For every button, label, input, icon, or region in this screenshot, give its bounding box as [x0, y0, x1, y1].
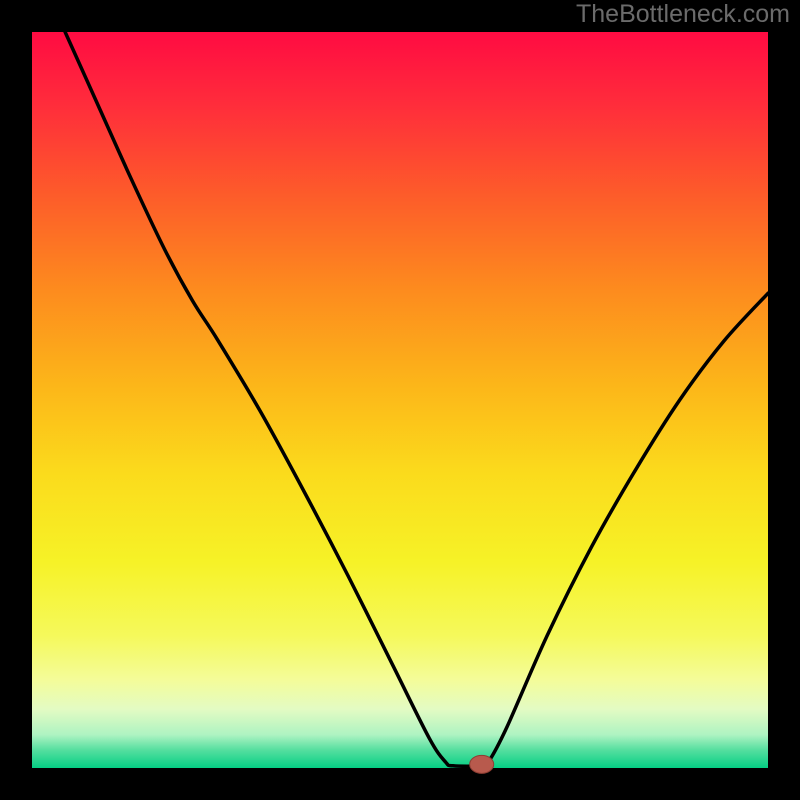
watermark-text: TheBottleneck.com: [576, 0, 790, 29]
chart-stage: TheBottleneck.com: [0, 0, 800, 800]
plot-gradient-background: [32, 32, 768, 768]
bottleneck-chart: [0, 0, 800, 800]
current-config-marker: [470, 755, 494, 773]
